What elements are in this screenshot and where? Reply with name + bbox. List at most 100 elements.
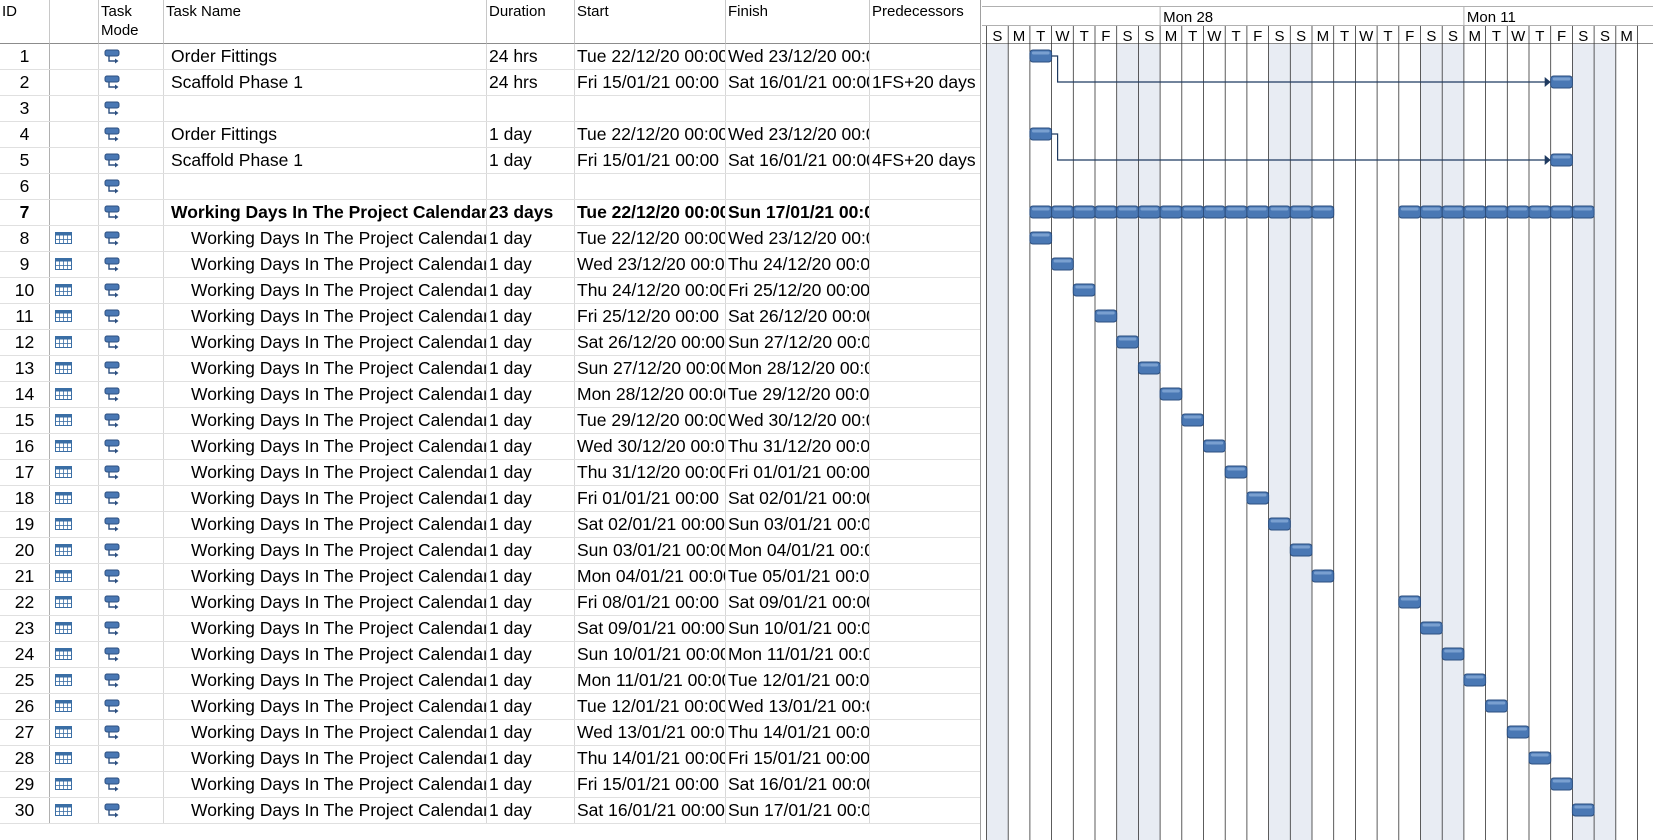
task-mode-cell[interactable] xyxy=(99,668,164,693)
predecessors-cell[interactable] xyxy=(870,720,980,745)
indicators-cell[interactable] xyxy=(50,382,99,407)
task-mode-cell[interactable] xyxy=(99,434,164,459)
predecessors-cell[interactable] xyxy=(870,174,980,199)
row-id-cell[interactable]: 19 xyxy=(0,512,50,537)
task-name-cell[interactable]: Working Days In The Project Calendar xyxy=(164,642,487,667)
finish-cell[interactable]: Wed 23/12/20 00:00 xyxy=(726,226,870,251)
row-id-cell[interactable]: 23 xyxy=(0,616,50,641)
finish-cell[interactable]: Thu 14/01/21 00:00 xyxy=(726,720,870,745)
duration-cell[interactable]: 1 day xyxy=(487,226,575,251)
table-row[interactable]: 2 Scaffold Phase 1 24 hrs Fri 15/01/21 00:0… xyxy=(0,70,980,96)
task-mode-cell[interactable] xyxy=(99,408,164,433)
indicators-cell[interactable] xyxy=(50,642,99,667)
duration-cell[interactable]: 23 days xyxy=(487,200,575,225)
finish-cell[interactable]: Sat 16/01/21 00:00 xyxy=(726,148,870,173)
predecessors-cell[interactable] xyxy=(870,278,980,303)
row-id-cell[interactable]: 14 xyxy=(0,382,50,407)
row-id-cell[interactable]: 13 xyxy=(0,356,50,381)
column-header-start[interactable]: Start xyxy=(575,0,726,44)
task-mode-cell[interactable] xyxy=(99,44,164,69)
table-row[interactable]: 18 Working Days In The Project Calendar 1 … xyxy=(0,486,980,512)
predecessors-cell[interactable] xyxy=(870,356,980,381)
start-cell[interactable]: Sat 09/01/21 00:00 xyxy=(575,616,726,641)
task-mode-cell[interactable] xyxy=(99,252,164,277)
table-row[interactable]: 8 Working Days In The Project Calendar 1 d… xyxy=(0,226,980,252)
table-row[interactable]: 29 Working Days In The Project Calendar 1 … xyxy=(0,772,980,798)
start-cell[interactable]: Sun 27/12/20 00:00 xyxy=(575,356,726,381)
predecessors-cell[interactable] xyxy=(870,408,980,433)
row-id-cell[interactable]: 15 xyxy=(0,408,50,433)
indicators-cell[interactable] xyxy=(50,174,99,199)
finish-cell[interactable]: Tue 29/12/20 00:00 xyxy=(726,382,870,407)
start-cell[interactable]: Wed 30/12/20 00:00 xyxy=(575,434,726,459)
task-mode-cell[interactable] xyxy=(99,460,164,485)
task-mode-cell[interactable] xyxy=(99,642,164,667)
table-row[interactable]: 14 Working Days In The Project Calendar 1 … xyxy=(0,382,980,408)
row-id-cell[interactable]: 11 xyxy=(0,304,50,329)
start-cell[interactable]: Fri 15/01/21 00:00 xyxy=(575,772,726,797)
finish-cell[interactable]: Sun 03/01/21 00:00 xyxy=(726,512,870,537)
task-name-cell[interactable]: Working Days In The Project Calendar xyxy=(164,356,487,381)
duration-cell[interactable]: 24 hrs xyxy=(487,44,575,69)
column-header-duration[interactable]: Duration xyxy=(487,0,575,44)
row-id-cell[interactable]: 17 xyxy=(0,460,50,485)
predecessors-cell[interactable] xyxy=(870,746,980,771)
task-name-cell[interactable]: Working Days In The Project Calendar xyxy=(164,408,487,433)
row-id-cell[interactable]: 16 xyxy=(0,434,50,459)
gantt-chart-canvas[interactable]: Mon 28 Mon 11S M T W T F S S M T W T F S S M T W T F S S M T W T F S… xyxy=(982,0,1653,840)
indicators-cell[interactable] xyxy=(50,616,99,641)
task-name-cell[interactable]: Working Days In The Project Calendar xyxy=(164,226,487,251)
task-mode-cell[interactable] xyxy=(99,122,164,147)
predecessors-cell[interactable] xyxy=(870,330,980,355)
indicators-cell[interactable] xyxy=(50,304,99,329)
duration-cell[interactable]: 1 day xyxy=(487,356,575,381)
duration-cell[interactable]: 1 day xyxy=(487,616,575,641)
indicators-cell[interactable] xyxy=(50,668,99,693)
task-mode-cell[interactable] xyxy=(99,538,164,563)
gantt-chart[interactable]: Mon 28 Mon 11 S M T W T F S S M T W T F S S M T W T F S S M T W T F S… xyxy=(982,0,1653,840)
column-header-indicators[interactable] xyxy=(50,0,99,44)
task-name-cell[interactable]: Working Days In The Project Calendar xyxy=(164,252,487,277)
table-row[interactable]: 21 Working Days In The Project Calendar 1 … xyxy=(0,564,980,590)
task-name-cell[interactable] xyxy=(164,96,487,121)
column-header-predecessors[interactable]: Predecessors xyxy=(870,0,980,44)
predecessors-cell[interactable] xyxy=(870,564,980,589)
finish-cell[interactable]: Wed 23/12/20 00:00 xyxy=(726,44,870,69)
table-row[interactable]: 30 Working Days In The Project Calendar 1 … xyxy=(0,798,980,824)
row-id-cell[interactable]: 18 xyxy=(0,486,50,511)
column-header-finish[interactable]: Finish xyxy=(726,0,870,44)
row-id-cell[interactable]: 24 xyxy=(0,642,50,667)
indicators-cell[interactable] xyxy=(50,122,99,147)
finish-cell[interactable]: Sat 26/12/20 00:00 xyxy=(726,304,870,329)
finish-cell[interactable]: Wed 23/12/20 00:00 xyxy=(726,122,870,147)
indicators-cell[interactable] xyxy=(50,694,99,719)
indicators-cell[interactable] xyxy=(50,434,99,459)
table-row[interactable]: 1 Order Fittings 24 hrs Tue 22/12/20 00:00 W… xyxy=(0,44,980,70)
task-name-cell[interactable]: Working Days In The Project Calendar xyxy=(164,512,487,537)
indicators-cell[interactable] xyxy=(50,538,99,563)
task-name-cell[interactable]: Working Days In The Project Calendar xyxy=(164,564,487,589)
indicators-cell[interactable] xyxy=(50,226,99,251)
duration-cell[interactable] xyxy=(487,96,575,121)
duration-cell[interactable]: 1 day xyxy=(487,564,575,589)
finish-cell[interactable]: Sat 16/01/21 00:00 xyxy=(726,772,870,797)
table-row[interactable]: 19 Working Days In The Project Calendar 1 … xyxy=(0,512,980,538)
start-cell[interactable]: Tue 29/12/20 00:00 xyxy=(575,408,726,433)
start-cell[interactable]: Wed 13/01/21 00:00 xyxy=(575,720,726,745)
task-name-cell[interactable]: Working Days In The Project Calendar xyxy=(164,538,487,563)
task-name-cell[interactable]: Working Days In The Project Calendar xyxy=(164,460,487,485)
start-cell[interactable]: Fri 01/01/21 00:00 xyxy=(575,486,726,511)
indicators-cell[interactable] xyxy=(50,200,99,225)
start-cell[interactable] xyxy=(575,96,726,121)
row-id-cell[interactable]: 22 xyxy=(0,590,50,615)
start-cell[interactable]: Fri 08/01/21 00:00 xyxy=(575,590,726,615)
duration-cell[interactable]: 1 day xyxy=(487,330,575,355)
indicators-cell[interactable] xyxy=(50,460,99,485)
task-mode-cell[interactable] xyxy=(99,226,164,251)
finish-cell[interactable]: Tue 12/01/21 00:00 xyxy=(726,668,870,693)
duration-cell[interactable]: 1 day xyxy=(487,642,575,667)
indicators-cell[interactable] xyxy=(50,278,99,303)
predecessors-cell[interactable] xyxy=(870,460,980,485)
table-row[interactable]: 28 Working Days In The Project Calendar 1 … xyxy=(0,746,980,772)
predecessors-cell[interactable] xyxy=(870,642,980,667)
